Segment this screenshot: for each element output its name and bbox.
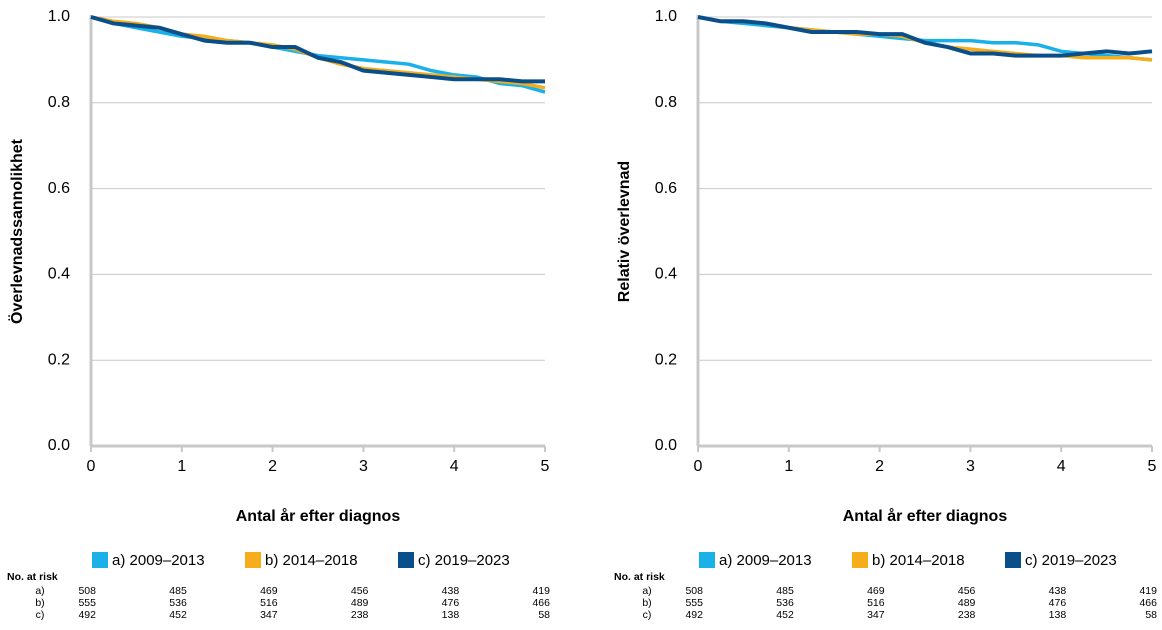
y-axis-title: Överlevnadssannolikhet bbox=[7, 138, 26, 324]
risk-value: 347 bbox=[867, 609, 885, 621]
y-tick-label: 0.8 bbox=[48, 94, 70, 111]
legend-label: a) 2009–2013 bbox=[719, 552, 812, 569]
y-tick-label: 0.6 bbox=[48, 180, 70, 197]
y-tick-label: 0.4 bbox=[48, 266, 70, 283]
x-tick-label: 2 bbox=[268, 458, 277, 475]
risk-value: 489 bbox=[351, 597, 369, 609]
risk-value: 485 bbox=[776, 585, 794, 597]
y-tick-label: 1.0 bbox=[655, 8, 677, 25]
x-axis-title: Antal år efter diagnos bbox=[236, 507, 401, 525]
risk-value: 138 bbox=[442, 609, 460, 621]
legend-label: b) 2014–2018 bbox=[265, 552, 358, 569]
x-axis-title: Antal år efter diagnos bbox=[843, 507, 1008, 525]
risk-value: 58 bbox=[538, 609, 550, 621]
risk-row-label: b) bbox=[642, 597, 651, 609]
risk-table-title: No. at risk bbox=[614, 571, 665, 583]
legend-swatch bbox=[852, 552, 868, 568]
legend-label: c) 2019–2023 bbox=[418, 552, 510, 569]
legend-swatch bbox=[398, 552, 414, 568]
risk-value: 419 bbox=[532, 585, 550, 597]
y-tick-label: 0.4 bbox=[655, 266, 677, 283]
x-tick-label: 1 bbox=[177, 458, 186, 475]
y-tick-label: 1.0 bbox=[48, 8, 70, 25]
risk-value: 466 bbox=[1139, 597, 1157, 609]
risk-value: 238 bbox=[958, 609, 976, 621]
series-line bbox=[90, 15, 545, 84]
x-tick-label: 4 bbox=[1057, 458, 1066, 475]
risk-value: 516 bbox=[867, 597, 885, 609]
risk-value: 516 bbox=[260, 597, 278, 609]
x-tick-label: 0 bbox=[87, 458, 96, 475]
risk-value: 536 bbox=[169, 597, 187, 609]
y-tick-label: 0.0 bbox=[48, 437, 70, 454]
x-tick-label: 4 bbox=[450, 458, 459, 475]
y-tick-label: 0.6 bbox=[655, 180, 677, 197]
risk-value: 419 bbox=[1139, 585, 1157, 597]
x-tick-label: 1 bbox=[784, 458, 793, 475]
risk-value: 492 bbox=[78, 609, 96, 621]
risk-value: 456 bbox=[958, 585, 976, 597]
risk-row-label: a) bbox=[642, 585, 651, 597]
x-tick-label: 5 bbox=[1148, 458, 1157, 475]
legend-swatch bbox=[699, 552, 715, 568]
risk-value: 347 bbox=[260, 609, 278, 621]
risk-row-label: c) bbox=[36, 609, 45, 621]
risk-value: 452 bbox=[169, 609, 187, 621]
risk-value: 238 bbox=[351, 609, 369, 621]
risk-value: 508 bbox=[78, 585, 96, 597]
legend-label: a) 2009–2013 bbox=[112, 552, 205, 569]
x-tick-label: 3 bbox=[359, 458, 368, 475]
risk-row-label: b) bbox=[35, 597, 44, 609]
risk-value: 485 bbox=[169, 585, 187, 597]
risk-value: 536 bbox=[776, 597, 794, 609]
risk-value: 476 bbox=[1049, 597, 1067, 609]
risk-value: 438 bbox=[442, 585, 460, 597]
legend-swatch bbox=[245, 552, 261, 568]
y-tick-label: 0.2 bbox=[655, 351, 677, 368]
risk-value: 452 bbox=[776, 609, 794, 621]
x-tick-label: 3 bbox=[966, 458, 975, 475]
risk-value: 469 bbox=[260, 585, 278, 597]
risk-value: 466 bbox=[532, 597, 550, 609]
y-tick-label: 0.2 bbox=[48, 351, 70, 368]
legend-swatch bbox=[1005, 552, 1021, 568]
risk-value: 456 bbox=[351, 585, 369, 597]
risk-value: 138 bbox=[1049, 609, 1067, 621]
risk-value: 508 bbox=[685, 585, 703, 597]
risk-value: 555 bbox=[685, 597, 703, 609]
y-axis-title: Relativ överlevnad bbox=[616, 161, 633, 302]
risk-value: 555 bbox=[78, 597, 96, 609]
legend-label: c) 2019–2023 bbox=[1025, 552, 1117, 569]
y-tick-label: 0.0 bbox=[655, 437, 677, 454]
risk-value: 489 bbox=[958, 597, 976, 609]
risk-value: 58 bbox=[1145, 609, 1157, 621]
risk-table-title: No. at risk bbox=[7, 571, 58, 583]
legend-swatch bbox=[92, 552, 108, 568]
series-line bbox=[697, 15, 1153, 58]
risk-value: 492 bbox=[685, 609, 703, 621]
risk-value: 476 bbox=[442, 597, 460, 609]
legend-label: b) 2014–2018 bbox=[872, 552, 965, 569]
x-tick-label: 5 bbox=[541, 458, 550, 475]
x-tick-label: 0 bbox=[694, 458, 703, 475]
risk-value: 469 bbox=[867, 585, 885, 597]
risk-row-label: c) bbox=[643, 609, 652, 621]
risk-row-label: a) bbox=[35, 585, 44, 597]
x-tick-label: 2 bbox=[875, 458, 884, 475]
y-tick-label: 0.8 bbox=[655, 94, 677, 111]
risk-value: 438 bbox=[1049, 585, 1067, 597]
